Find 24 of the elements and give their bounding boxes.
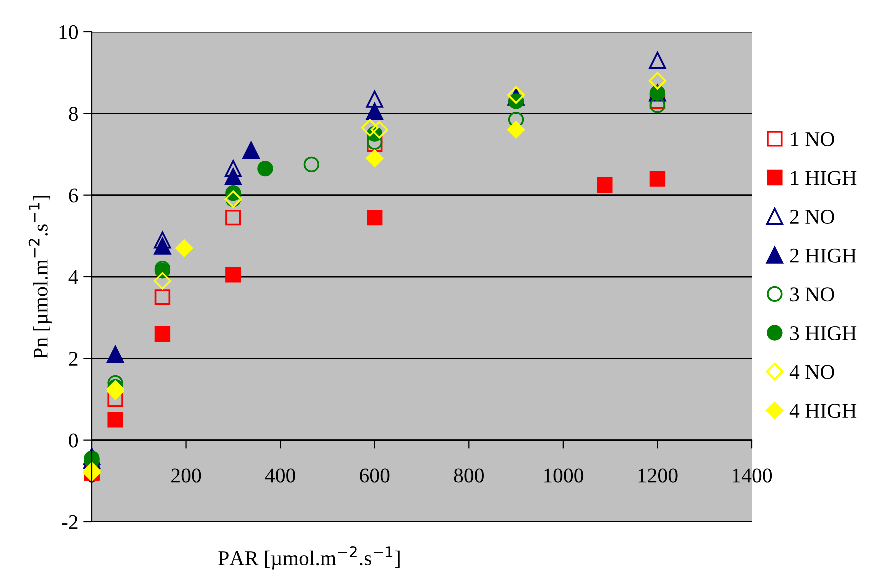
x-tick-label: 200	[172, 468, 202, 483]
x-tick-label: 1400	[733, 468, 772, 483]
x-tick-label: 800	[454, 468, 484, 483]
legend-label: 4 NO	[790, 365, 834, 380]
legend-label: 1 HIGH	[791, 171, 857, 186]
y-tick-label: 4	[68, 270, 78, 284]
y-tick-label: 8	[69, 107, 78, 122]
y-tick-label: 6	[69, 188, 78, 203]
x-tick-label: 1200	[638, 468, 678, 483]
legend-label: 3 NO	[790, 288, 834, 302]
legend-label: 3 HIGH	[790, 326, 857, 340]
y-tick-label: -2	[62, 515, 78, 530]
x-tick-label: 400	[265, 468, 296, 483]
legend-label: 1 NO	[791, 132, 834, 146]
x-axis-title: PAR [µmol.m$^{−2}$.s$^{−1}$]	[218, 546, 400, 570]
y-tick-label: 2	[69, 352, 78, 366]
y-axis-title: Pn [µmol.m$^{−2}$.s$^{−1}$]	[28, 196, 52, 359]
legend-label: 4 HIGH	[790, 404, 857, 418]
legend-label: 2 NO	[790, 210, 834, 224]
legend-label: 2 HIGH	[790, 248, 857, 263]
y-tick-label: 0	[69, 434, 78, 448]
x-tick-label: 1000	[544, 468, 584, 483]
y-tick-label: 10	[60, 25, 78, 40]
x-tick-label: 600	[360, 468, 390, 483]
